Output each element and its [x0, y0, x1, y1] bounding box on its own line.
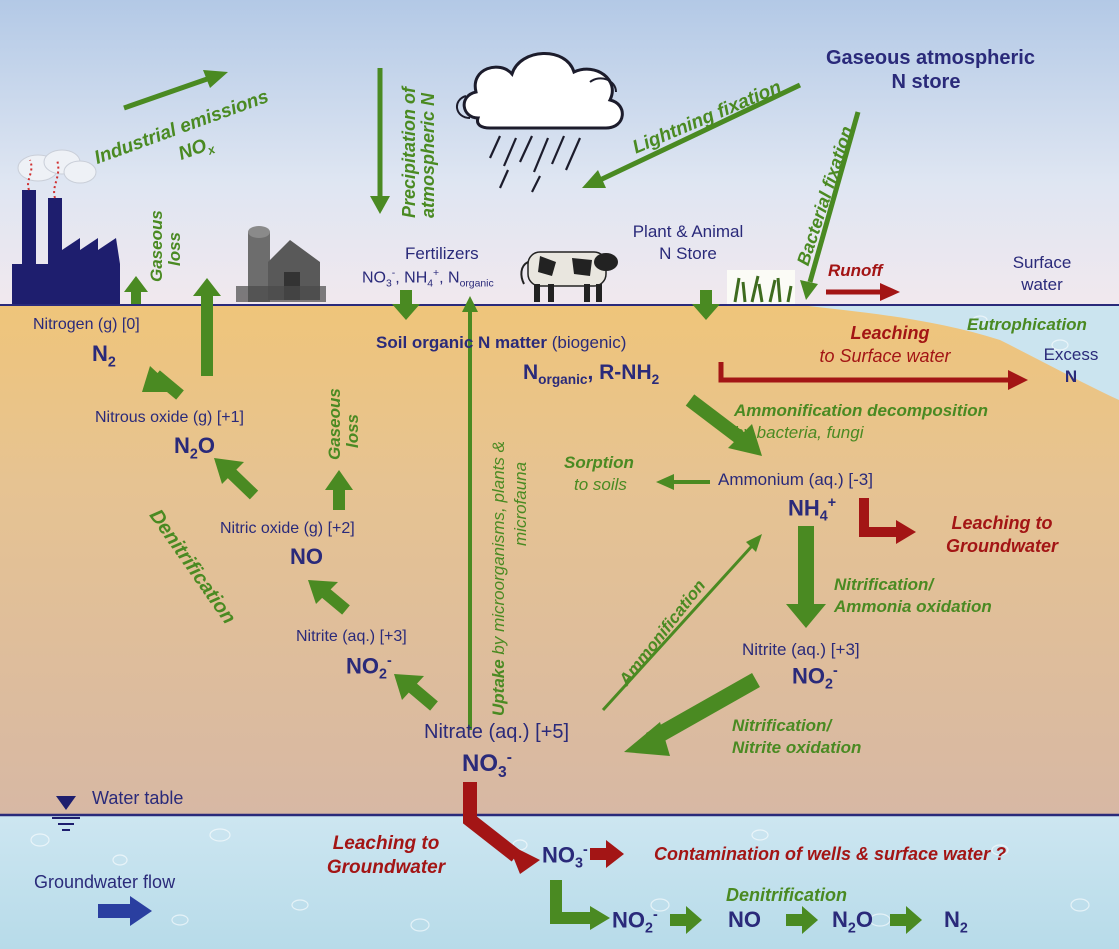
- denitrification-groundwater-label: Denitrification: [726, 885, 848, 905]
- nitrification-ammonia-label: Nitrification/ Ammonia oxidation: [834, 575, 992, 616]
- soil-organic-matter-label: Soil organic N matter (biogenic): [376, 333, 627, 352]
- groundwater-flow-label: Groundwater flow: [34, 872, 176, 892]
- ammonium-label: Ammonium (aq.) [-3]: [718, 470, 873, 489]
- n2o-formula: N2O: [174, 433, 215, 463]
- n2-formula: N2: [92, 341, 116, 371]
- uptake-label: Uptake by microorganisms, plants & micro…: [489, 441, 530, 716]
- chain-n2-formula: N2: [944, 907, 968, 937]
- surface-water-label: Surface water: [1012, 253, 1072, 294]
- nitrate-label: Nitrate (aq.) [+5]: [424, 721, 570, 743]
- green-arrows: [123, 68, 922, 934]
- eutrophication-label: Eutrophication: [967, 315, 1087, 334]
- no-formula: NO: [290, 544, 323, 569]
- grass-icon: [727, 270, 795, 304]
- runoff-label: Runoff: [828, 261, 883, 280]
- nitric-oxide-label: Nitric oxide (g) [+2]: [220, 520, 355, 537]
- no2-right-formula: NO2-: [792, 663, 838, 693]
- plant-animal-store-label: Plant & Animal N Store: [632, 222, 744, 263]
- nitrite-left-label: Nitrite (aq.) [+3]: [296, 628, 407, 645]
- gaseous-store-label: Gaseous atmospheric N store: [826, 47, 1035, 93]
- nitrification-nitrite-label: Nitrification/ Nitrite oxidation: [732, 716, 862, 757]
- groundwater-bubbles: [30, 315, 1090, 932]
- no3-formula: NO3-: [462, 749, 512, 781]
- fertilizer-formula: NO3-, NH4+, Norganic: [362, 268, 494, 290]
- nh4-formula: NH4+: [788, 495, 837, 525]
- ammonification-decomposition-label: Ammonification decomposition by bacteria…: [734, 401, 989, 442]
- norganic-rnh2-formula: Norganic, R-NH2: [523, 361, 660, 388]
- leaching-groundwater-2-label: Leaching to Groundwater: [326, 833, 446, 878]
- water-table-marker-icon: [52, 796, 80, 831]
- factory-icon: [12, 149, 120, 304]
- chain-no2-formula: NO2-: [612, 907, 658, 937]
- leaching-surface-label: Leaching to Surface water: [819, 323, 951, 366]
- gaseous-loss-2-label: Gaseous loss: [325, 388, 362, 460]
- red-arrows: [463, 283, 1028, 874]
- fertilizers-label: Fertilizers: [405, 244, 479, 263]
- gaseous-loss-1-label: Gaseous loss: [147, 210, 184, 282]
- leaching-groundwater-1-label: Leaching to Groundwater: [945, 513, 1058, 556]
- chain-n2o-formula: N2O: [832, 907, 873, 937]
- soil-layer: [0, 305, 1119, 815]
- nitrogen-gas-label: Nitrogen (g) [0]: [33, 316, 140, 333]
- groundwater-flow-arrow-icon: [98, 896, 152, 926]
- contamination-label: Contamination of wells & surface water ?: [654, 844, 1007, 864]
- cow-icon: [520, 251, 618, 302]
- chain-no-formula: NO: [728, 907, 761, 932]
- nitrite-right-label: Nitrite (aq.) [+3]: [742, 640, 860, 659]
- farm-barn-icon: [236, 226, 326, 302]
- sorption-label: Sorption to soils: [564, 453, 634, 494]
- no2-left-formula: NO2-: [346, 653, 392, 683]
- nitrous-oxide-label: Nitrous oxide (g) [+1]: [95, 409, 244, 426]
- water-table-label: Water table: [92, 788, 184, 808]
- precipitation-label: Precipitation of atmospheric N: [399, 86, 438, 218]
- surface-water-wedge: [800, 305, 1119, 400]
- no3-groundwater-formula: NO3-: [542, 842, 588, 872]
- rain-cloud-icon: [456, 52, 624, 193]
- excess-n-label: Excess N: [1043, 345, 1099, 386]
